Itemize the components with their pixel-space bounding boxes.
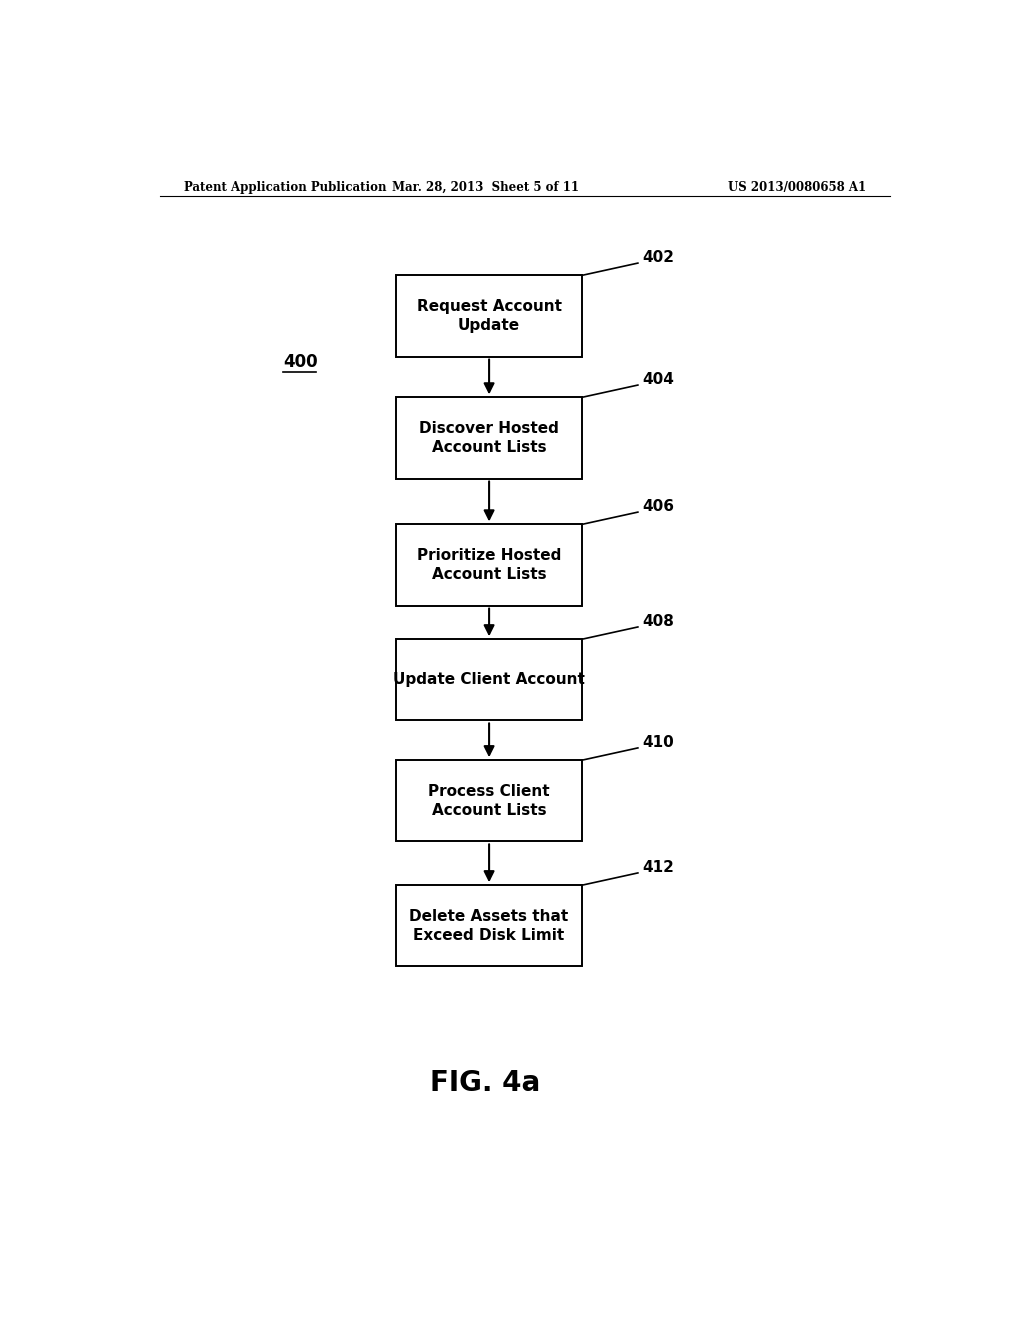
Text: 412: 412: [642, 859, 674, 875]
Text: 400: 400: [283, 352, 317, 371]
Text: FIG. 4a: FIG. 4a: [430, 1069, 541, 1097]
Text: Discover Hosted
Account Lists: Discover Hosted Account Lists: [419, 421, 559, 454]
Text: 410: 410: [642, 735, 674, 750]
Text: Patent Application Publication: Patent Application Publication: [183, 181, 386, 194]
Text: 402: 402: [642, 249, 674, 265]
FancyBboxPatch shape: [396, 886, 583, 966]
FancyBboxPatch shape: [396, 760, 583, 841]
Text: Update Client Account: Update Client Account: [393, 672, 585, 688]
Text: 408: 408: [642, 614, 674, 630]
FancyBboxPatch shape: [396, 397, 583, 479]
Text: Prioritize Hosted
Account Lists: Prioritize Hosted Account Lists: [417, 548, 561, 582]
FancyBboxPatch shape: [396, 639, 583, 721]
Text: 404: 404: [642, 372, 674, 387]
Text: 406: 406: [642, 499, 674, 515]
Text: Mar. 28, 2013  Sheet 5 of 11: Mar. 28, 2013 Sheet 5 of 11: [391, 181, 579, 194]
Text: Delete Assets that
Exceed Disk Limit: Delete Assets that Exceed Disk Limit: [410, 909, 568, 942]
Text: Process Client
Account Lists: Process Client Account Lists: [428, 784, 550, 817]
Text: Request Account
Update: Request Account Update: [417, 300, 561, 333]
Text: US 2013/0080658 A1: US 2013/0080658 A1: [728, 181, 866, 194]
FancyBboxPatch shape: [396, 276, 583, 356]
FancyBboxPatch shape: [396, 524, 583, 606]
